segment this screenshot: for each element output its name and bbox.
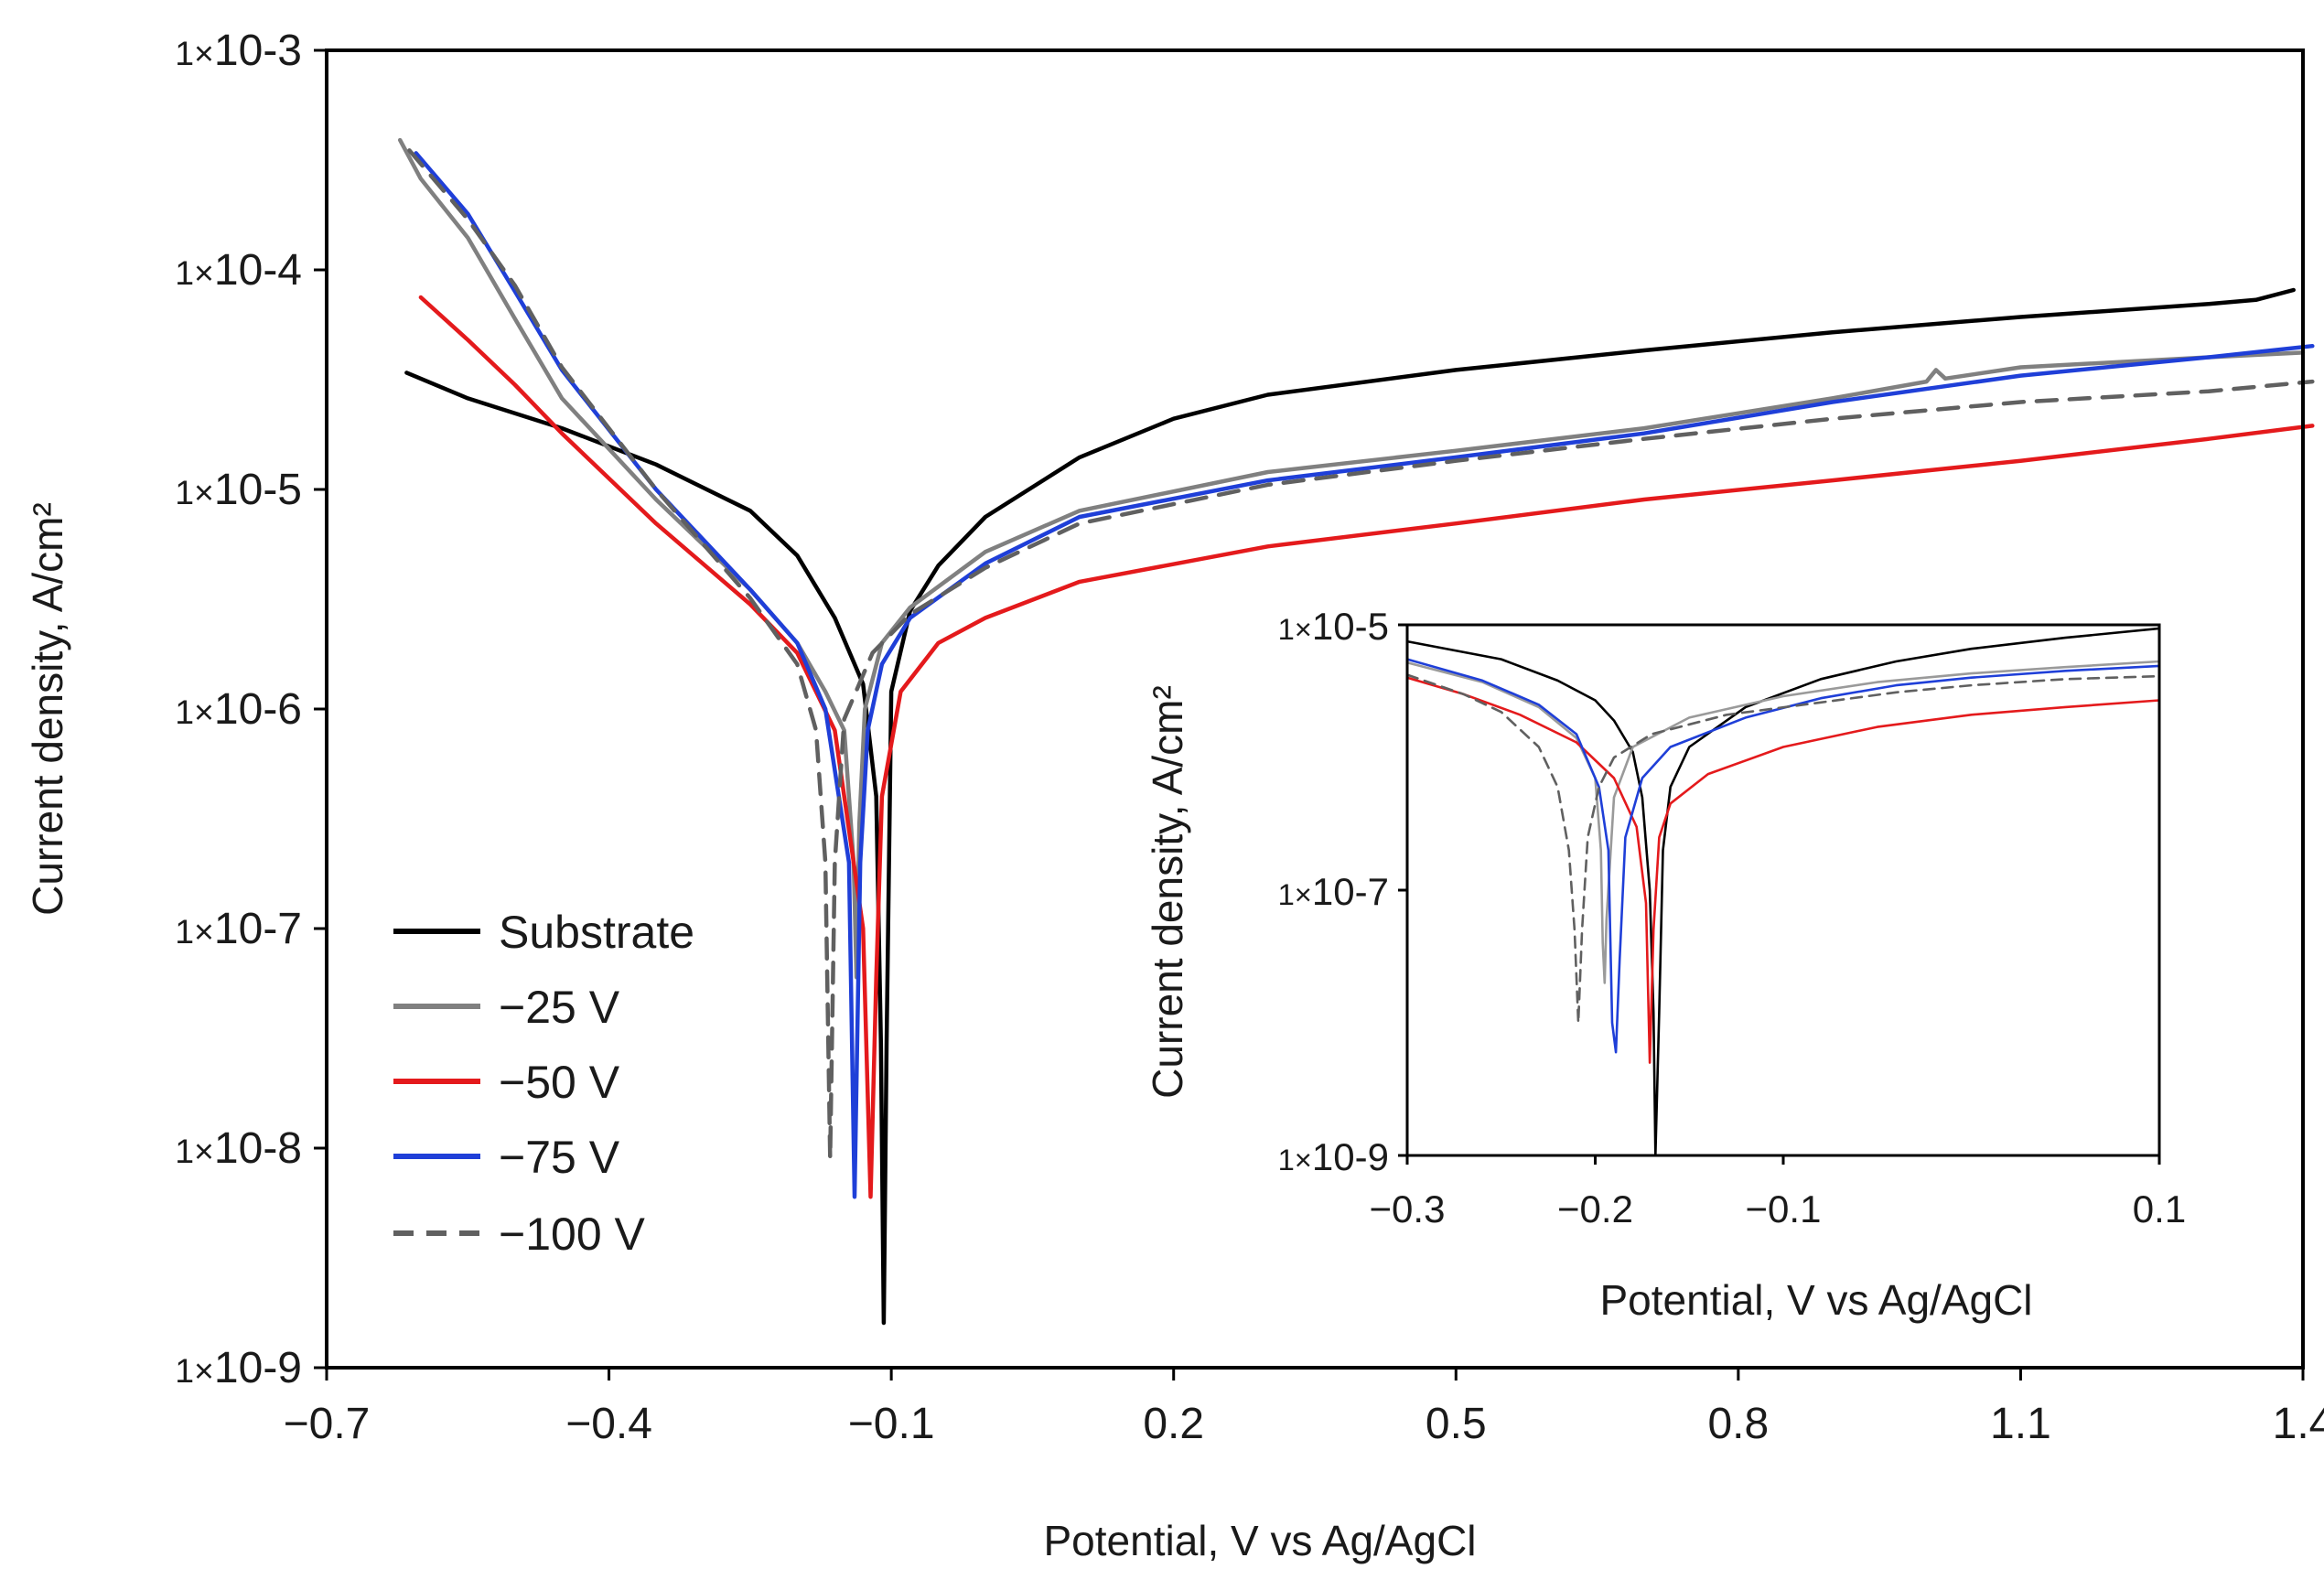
main-y-tick-label: 1×10-7 xyxy=(175,905,302,953)
main-x-tick-label: −0.1 xyxy=(848,1400,935,1448)
legend-item-25v: −25 V xyxy=(393,982,620,1033)
main-y-tick-label: 1×10-6 xyxy=(175,685,302,734)
main-x-tick-label: 0.2 xyxy=(1143,1400,1204,1448)
inset-x-tick-label: 0.1 xyxy=(2133,1187,2186,1230)
inset-x-tick-label: −0.1 xyxy=(1746,1187,1822,1230)
inset-series-line-1 xyxy=(1405,660,2161,984)
main-y-tick-label: 1×10-3 xyxy=(175,27,302,75)
main-series-line-2 xyxy=(418,295,2315,1199)
inset-y-tick-label: 1×10-5 xyxy=(1278,605,1389,648)
inset-x-ticks: −0.3 −0.2 −0.1 0.1 xyxy=(1370,1155,2186,1230)
main-x-tick-label: 1.4 xyxy=(2273,1400,2324,1448)
inset-x-tick-label: −0.3 xyxy=(1370,1187,1446,1230)
main-x-axis-label: Potential, V vs Ag/AgCl xyxy=(1043,1517,1476,1564)
main-series-line-4 xyxy=(407,148,2315,1161)
legend-item-100v: −100 V xyxy=(393,1209,646,1260)
legend: Substrate −25 V −50 V −75 V −100 V xyxy=(393,907,694,1260)
legend-label: −100 V xyxy=(499,1209,646,1260)
main-plot: −0.7 −0.4 −0.1 0.2 0.5 0.8 1.1 1.4 1×10-3 1×10-4… xyxy=(24,27,2324,1564)
main-series-group xyxy=(397,137,2315,1326)
main-x-tick-label: 0.8 xyxy=(1707,1400,1769,1448)
main-x-tick-label: −0.7 xyxy=(284,1400,371,1448)
inset-y-tick-label: 1×10-7 xyxy=(1278,870,1389,913)
legend-label: Substrate xyxy=(499,907,694,958)
legend-item-substrate: Substrate xyxy=(393,907,694,958)
main-x-ticks: −0.7 −0.4 −0.1 0.2 0.5 0.8 1.1 1.4 xyxy=(284,1368,2324,1448)
legend-label: −75 V xyxy=(499,1132,620,1183)
main-y-tick-label: 1×10-9 xyxy=(175,1344,302,1392)
inset-x-axis-label: Potential, V vs Ag/AgCl xyxy=(1599,1276,2032,1324)
inset-y-tick-label: 1×10-9 xyxy=(1278,1135,1389,1178)
inset-series-line-3 xyxy=(1405,658,2161,1054)
legend-label: −25 V xyxy=(499,982,620,1033)
main-x-tick-label: −0.4 xyxy=(565,1400,652,1448)
main-x-tick-label: 1.1 xyxy=(1990,1400,2051,1448)
inset-series-group xyxy=(1405,627,2161,1157)
main-x-tick-label: 0.5 xyxy=(1426,1400,1487,1448)
legend-label: −50 V xyxy=(499,1057,620,1108)
main-y-ticks: 1×10-3 1×10-4 1×10-5 1×10-6 1×10-7 1×10-8 1×10… xyxy=(175,27,327,1392)
inset-y-ticks: 1×10-5 1×10-7 1×10-9 xyxy=(1278,605,1407,1178)
inset-series-line-0 xyxy=(1405,627,2161,1157)
main-y-tick-label: 1×10-5 xyxy=(175,466,302,514)
main-series-line-1 xyxy=(397,137,2306,980)
legend-item-50v: −50 V xyxy=(393,1057,620,1108)
inset-y-axis-label: Current density, A/cm² xyxy=(1144,685,1191,1099)
main-y-tick-label: 1×10-4 xyxy=(175,246,302,295)
inset-series-line-2 xyxy=(1405,676,2161,1064)
legend-item-75v: −75 V xyxy=(393,1132,620,1183)
main-y-tick-label: 1×10-8 xyxy=(175,1124,302,1173)
main-series-line-0 xyxy=(404,287,2296,1326)
inset-x-tick-label: −0.2 xyxy=(1557,1187,1633,1230)
inset-background xyxy=(1407,625,2159,1155)
inset-plot: −0.3 −0.2 −0.1 0.1 1×10-5 1×10-7 1×10-9 Poten… xyxy=(1144,605,2186,1324)
inset-series-line-4 xyxy=(1405,673,2161,1025)
main-y-axis-label: Current density, A/cm² xyxy=(24,502,71,916)
